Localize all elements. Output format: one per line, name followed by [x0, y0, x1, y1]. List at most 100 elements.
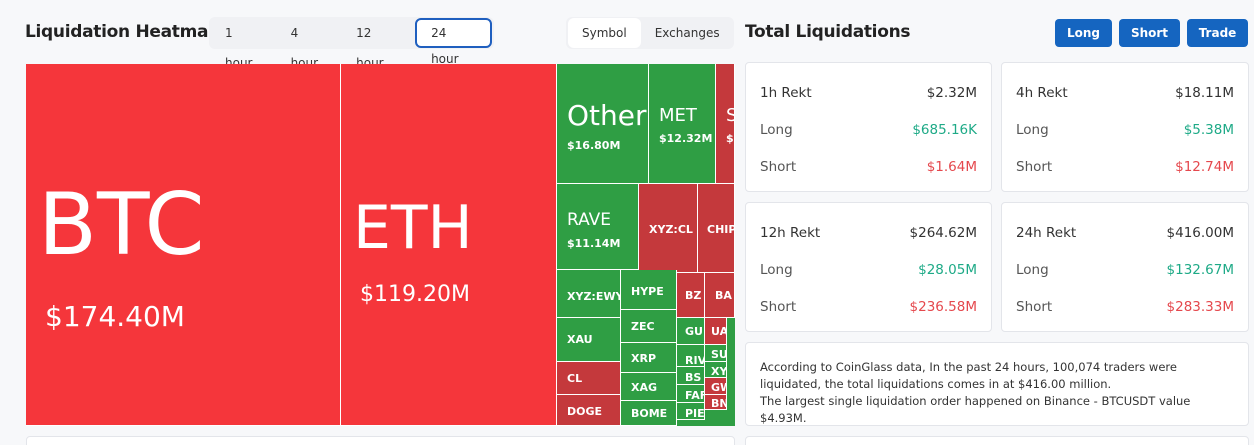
- tile: BA: [705, 273, 735, 318]
- tile-value: $1: [726, 131, 734, 145]
- stat-card: 24h Rekt $416.00M Long $132.67M Short $283.33…: [1001, 202, 1249, 332]
- tile: HYPE: [621, 270, 677, 310]
- tile: FAF: [677, 385, 705, 403]
- short-value: $236.58M: [909, 299, 977, 315]
- tile-label: ETH: [353, 193, 473, 263]
- tile-label: CL: [567, 371, 583, 385]
- note-text: The largest single liquidation order hap…: [760, 394, 1191, 425]
- tile-label: GU: [685, 324, 703, 338]
- tile: CL: [557, 362, 621, 395]
- summary-title: Total Liquidations: [745, 22, 911, 42]
- tile-label: DOGE: [567, 404, 603, 418]
- tile-value: $16.80M: [567, 138, 621, 152]
- long-value: $28.05M: [918, 262, 977, 278]
- short-label: Short: [760, 159, 797, 175]
- card-total: $18.11M: [1175, 85, 1234, 101]
- long-label: Long: [1016, 122, 1049, 138]
- tile: RAVE $11.14M: [557, 184, 639, 270]
- tile-label: UA: [711, 324, 727, 338]
- card-total: $2.32M: [926, 85, 977, 101]
- note-text: According to CoinGlass data, In the past…: [760, 360, 1177, 391]
- card-total: $416.00M: [1166, 225, 1234, 241]
- tile: S $1: [716, 64, 735, 184]
- tile: XRP: [621, 343, 677, 373]
- long-label: Long: [760, 122, 793, 138]
- long-value: $5.38M: [1183, 122, 1234, 138]
- tile: CHIP: [698, 184, 735, 273]
- tile: PIE: [677, 403, 705, 420]
- card-title: 4h Rekt: [1016, 85, 1068, 101]
- time-tab-selected[interactable]: 24 hour: [415, 18, 492, 66]
- tile: ZEC: [621, 310, 677, 343]
- tile: DOGE: [557, 395, 621, 426]
- tile: BOME: [621, 401, 677, 426]
- stat-card: 1h Rekt $2.32M Long $685.16K Short $1.64M: [745, 62, 992, 192]
- card-title: 1h Rekt: [760, 85, 812, 101]
- view-tabs: Symbol Exchanges: [566, 17, 734, 49]
- view-tab-selected[interactable]: Symbol: [568, 18, 641, 48]
- tile-label: BS: [685, 370, 702, 384]
- long-label: Long: [1016, 262, 1049, 278]
- tile: GU: [677, 318, 705, 345]
- long-value: $132.67M: [1166, 262, 1234, 278]
- tile: XYZ:EWY: [557, 270, 621, 318]
- card-title: 12h Rekt: [760, 225, 821, 241]
- tile: Others $16.80M: [557, 64, 649, 184]
- short-label: Short: [760, 299, 797, 315]
- tile: SU: [705, 345, 727, 362]
- time-tab[interactable]: 1 hour: [225, 26, 253, 70]
- tile-value: $11.14M: [567, 236, 621, 250]
- tile-value: $119.20M: [360, 282, 470, 307]
- tile: MET $12.32M: [649, 64, 716, 184]
- short-label: Short: [1016, 299, 1053, 315]
- tile: BS: [677, 367, 705, 385]
- tile-label: XAG: [631, 380, 658, 394]
- tile: XYZ:CL: [639, 184, 698, 273]
- panel: [745, 436, 1249, 445]
- tile-label: XAU: [567, 332, 593, 346]
- short-button[interactable]: Short: [1119, 19, 1180, 47]
- tile-label: PIE: [685, 406, 705, 420]
- tile-label: BN: [711, 396, 727, 410]
- tile-label: HYPE: [631, 284, 664, 298]
- short-label: Short: [1016, 159, 1053, 175]
- tile-label: CHIP: [707, 222, 735, 236]
- tile-label: RIV: [685, 353, 705, 367]
- tile: ETH $119.20M: [341, 64, 557, 426]
- view-tab[interactable]: Exchanges: [654, 26, 720, 40]
- long-label: Long: [760, 262, 793, 278]
- stat-card: 4h Rekt $18.11M Long $5.38M Short $12.74M: [1001, 62, 1249, 192]
- long-button[interactable]: Long: [1055, 19, 1112, 47]
- time-tab[interactable]: 4 hour: [290, 26, 319, 70]
- tile-label: S: [726, 107, 734, 125]
- tile-label: ZEC: [631, 319, 655, 333]
- card-title: 24h Rekt: [1016, 225, 1077, 241]
- tile-label: XRP: [631, 351, 657, 365]
- tile: XAG: [621, 373, 677, 401]
- tile: XY: [705, 362, 727, 378]
- short-value: $1.64M: [926, 159, 977, 175]
- tile-label: GW: [711, 380, 726, 394]
- tile-label: XYZ:EWY: [567, 289, 621, 303]
- tile-label: XY: [711, 364, 727, 378]
- heatmap-title: Liquidation Heatmap: [25, 22, 221, 42]
- stat-card: 12h Rekt $264.62M Long $28.05M Short $236.58M: [745, 202, 992, 332]
- short-value: $283.33M: [1166, 299, 1234, 315]
- tile-value: $174.40M: [45, 300, 185, 333]
- tile-label: FAF: [685, 388, 704, 402]
- panel: [26, 436, 735, 445]
- treemap: BTC $174.40M ETH $119.20M Others $16.80M MET $1…: [26, 64, 735, 426]
- tile-label: Others: [567, 99, 648, 132]
- time-tab[interactable]: 12 hour: [356, 26, 384, 70]
- tile-label: MET: [659, 105, 697, 126]
- tile-label: SU: [711, 347, 727, 361]
- tile: GW: [705, 378, 727, 395]
- tile: UA: [705, 318, 727, 345]
- tile-label: RAVE: [567, 209, 612, 230]
- tile-label: BZ: [685, 288, 702, 302]
- trade-button[interactable]: Trade: [1187, 19, 1248, 47]
- tile-label: BTC: [38, 175, 205, 275]
- long-value: $685.16K: [912, 122, 977, 138]
- tile: RIV: [677, 345, 705, 367]
